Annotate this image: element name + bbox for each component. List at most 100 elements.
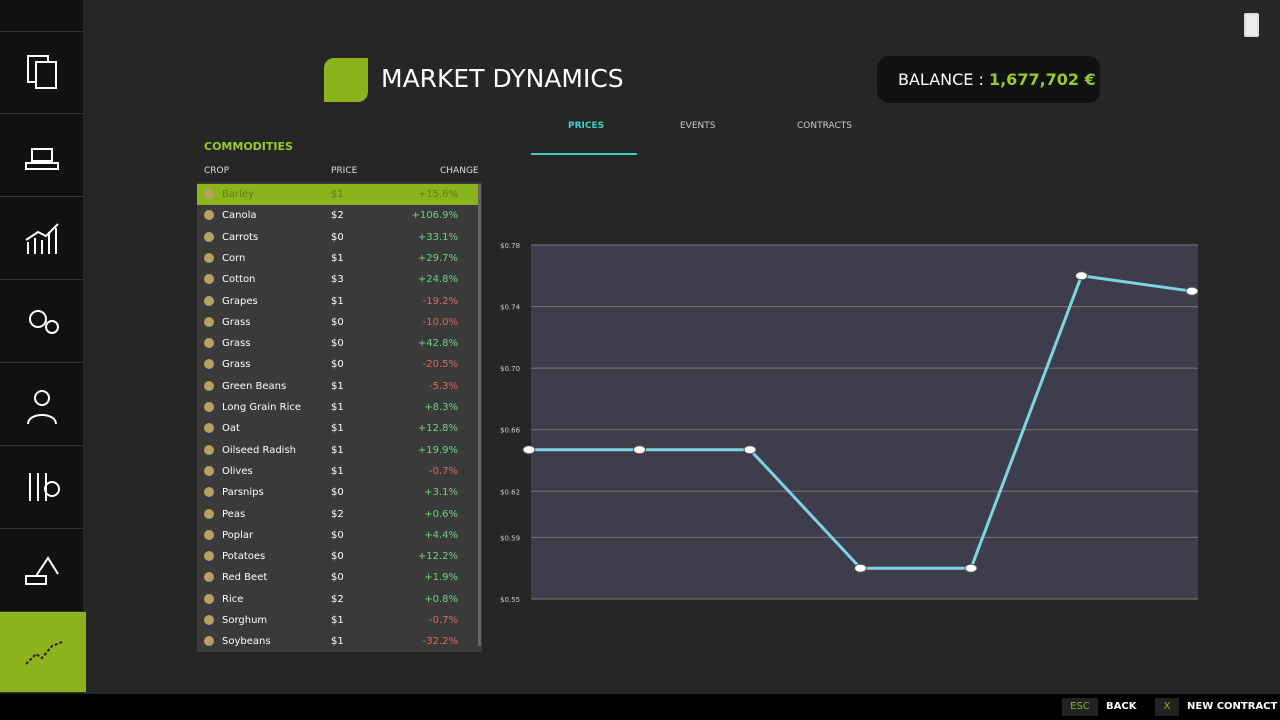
data-point [1075,271,1088,281]
tab[interactable]: CONTRACTS [797,121,852,131]
menu-item-active[interactable] [0,612,86,693]
commodity-row[interactable]: Red Beet $0 +1.9% [197,567,478,588]
commodity-row[interactable]: Soybeans $1 -32.2% [197,631,478,652]
crop-name: Barley [222,189,254,200]
tab[interactable]: EVENTS [680,121,716,131]
crop-icon [204,274,214,285]
key-hint: X [1155,698,1179,716]
crop-change: +0.6% [424,508,458,520]
y-tick-label: $0.70 [500,365,520,373]
crop-name: Peas [222,508,246,520]
crop-icon [204,402,214,412]
tab[interactable]: PRICES [568,121,605,131]
commodity-row[interactable]: Grass $0 -10.0% [197,312,478,333]
commodity-row[interactable]: Oilseed Radish $1 +19.9% [197,440,478,461]
menu-item[interactable] [0,0,83,32]
crop-change: +0.8% [424,593,458,605]
footer: ESC BACK X NEW CONTRACT [0,694,1280,720]
crop-price: $0 [331,338,344,350]
crop-name: Grass [222,359,251,371]
crop-price: $3 [331,274,344,286]
crop-name: Green Beans [222,380,287,392]
menu-item[interactable] [0,115,83,197]
commodities-table: Barley $1 +15.6% Canola $2 +106.9% Carrots $0 +3… [197,182,482,652]
crop-icon [204,551,214,562]
column-header: CHANGE [440,166,479,176]
crop-price: $0 [331,231,344,243]
crop-price: $2 [331,210,344,222]
balance-label: BALANCE : [898,70,984,89]
crop-change: -20.5% [422,359,458,371]
menu-item[interactable] [0,32,83,114]
crop-price: $1 [331,615,344,626]
sidebar [0,0,86,694]
crop-name: Oilseed Radish [222,444,296,456]
crop-price: $1 [331,295,344,307]
commodity-row[interactable]: Sorghum $1 -0.7% [197,610,478,631]
new-contract-button[interactable]: NEW CONTRACT [1187,701,1278,712]
commodity-row[interactable]: Olives $1 -0.7% [197,461,478,482]
commodity-row[interactable]: Poplar $0 +4.4% [197,525,478,546]
crop-change: +1.9% [424,572,458,584]
y-tick-label: $0.55 [500,596,520,604]
crop-price: $0 [331,551,344,563]
menu-item[interactable] [0,447,83,529]
crop-price: $0 [331,572,344,584]
commodity-row[interactable]: Potatoes $0 +12.2% [197,546,478,567]
crop-name: Oat [222,423,240,435]
crop-price: $1 [331,636,344,648]
commodity-row[interactable]: Peas $2 +0.6% [197,504,478,525]
menu-item[interactable] [0,198,83,280]
back-button[interactable]: BACK [1106,701,1137,712]
crop-price: $1 [331,252,344,264]
commodity-row[interactable]: Green Beans $1 -5.3% [197,376,478,397]
crop-icon [204,508,214,519]
menu-item[interactable] [0,530,83,612]
crop-price: $1 [331,465,344,477]
crop-price: $1 [331,380,344,392]
crop-name: Corn [222,252,246,264]
key-hint: ESC [1062,698,1098,716]
crop-icon [204,189,214,199]
commodity-row[interactable]: Barley $1 +15.6% [197,184,478,205]
commodity-row[interactable]: Long Grain Rice $1 +8.3% [197,397,478,418]
data-point [1185,286,1199,296]
commodity-row[interactable]: Parsnips $0 +3.1% [197,482,478,503]
crop-change: -10.0% [422,316,458,328]
menu-item[interactable] [0,364,83,446]
crop-name: Parsnips [222,487,264,499]
commodity-row[interactable]: Rice $2 +0.8% [197,589,478,610]
balance-value: 1,677,702 € [988,70,1096,89]
crop-change: +3.1% [424,487,458,499]
crop-icon [204,252,214,263]
y-tick-label: $0.74 [500,304,521,312]
crop-name: Rice [222,593,244,605]
commodity-row[interactable]: Oat $1 +12.8% [197,418,478,439]
crop-change: +12.8% [417,423,458,435]
crop-name: Canola [222,210,257,222]
crop-icon [204,338,214,349]
crop-icon [204,380,214,391]
commodity-row[interactable]: Corn $1 +29.7% [197,248,478,269]
menu-item[interactable] [0,281,83,363]
crop-icon [204,295,214,306]
crop-change: +33.1% [417,231,458,243]
commodity-row[interactable]: Grass $0 -20.5% [197,354,478,375]
commodity-row[interactable]: Canola $2 +106.9% [197,205,478,226]
commodity-row[interactable]: Grass $0 +42.8% [197,333,478,354]
crop-change: +8.3% [424,402,458,413]
title-icon [324,58,368,102]
commodity-row[interactable]: Carrots $0 +33.1% [197,227,478,248]
crop-icon [204,465,214,476]
commodities-title: COMMODITIES [204,140,293,153]
crop-change: +106.9% [411,210,458,222]
crop-change: +4.4% [424,529,458,541]
crop-name: Red Beet [222,572,268,584]
commodity-row[interactable]: Cotton $3 +24.8% [197,269,478,290]
crop-icon [204,423,214,434]
tab-underline [531,153,637,155]
crop-price: $0 [331,316,344,328]
crop-price: $1 [331,423,344,435]
data-point [522,445,536,455]
commodity-row[interactable]: Grapes $1 -19.2% [197,291,478,312]
